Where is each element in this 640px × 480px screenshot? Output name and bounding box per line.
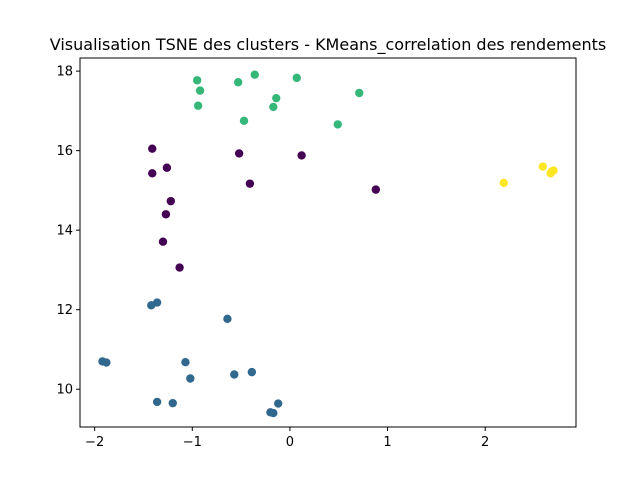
data-point-cluster-1-2 xyxy=(223,314,232,324)
data-point-cluster-2-7 xyxy=(193,101,203,110)
data-point-cluster-2-0 xyxy=(192,76,202,85)
data-point-cluster-0-2 xyxy=(148,169,157,178)
data-point-cluster-0-0 xyxy=(148,144,157,153)
data-point-cluster-1-4 xyxy=(102,358,111,367)
y-tick-label: 10 xyxy=(56,383,73,398)
data-point-cluster-0-7 xyxy=(166,196,175,206)
data-point-cluster-2-10 xyxy=(333,120,342,129)
x-axis: −2 −1 0 1 2 xyxy=(85,427,489,450)
data-point-cluster-0-3 xyxy=(234,149,244,158)
data-point-cluster-1-6 xyxy=(186,374,195,383)
y-axis: 10 12 14 16 18 xyxy=(56,65,80,398)
x-tick-label: 0 xyxy=(286,435,294,450)
data-point-cluster-3-4 xyxy=(546,169,555,178)
data-point-cluster-1-10 xyxy=(168,398,177,408)
chart-title: Visualisation TSNE des clusters - KMeans… xyxy=(50,35,606,55)
data-point-cluster-0-6 xyxy=(371,185,381,194)
plot-frame xyxy=(79,57,577,428)
data-point-cluster-3-1 xyxy=(538,162,547,171)
data-point-cluster-0-8 xyxy=(161,210,171,219)
data-point-cluster-1-5 xyxy=(181,357,190,367)
data-point-cluster-1-1 xyxy=(152,298,162,307)
data-point-cluster-0-10 xyxy=(175,263,184,272)
y-tick-label: 12 xyxy=(56,303,73,318)
data-point-cluster-1-9 xyxy=(152,397,162,407)
x-tick-label: 1 xyxy=(383,435,391,450)
data-point-cluster-0-4 xyxy=(297,151,306,160)
data-point-cluster-1-7 xyxy=(230,370,239,379)
points-layer xyxy=(98,70,558,418)
data-point-cluster-2-5 xyxy=(272,93,281,103)
data-point-cluster-0-9 xyxy=(158,237,168,246)
x-tick-label: −2 xyxy=(85,435,104,450)
data-point-cluster-2-1 xyxy=(195,86,205,95)
data-point-cluster-0-5 xyxy=(245,179,255,188)
y-tick-label: 18 xyxy=(56,65,73,80)
data-point-cluster-0-1 xyxy=(162,163,172,172)
data-point-cluster-2-6 xyxy=(269,102,278,112)
data-point-cluster-2-3 xyxy=(250,70,259,79)
y-tick-label: 16 xyxy=(56,144,73,159)
data-point-cluster-1-8 xyxy=(247,367,257,377)
data-point-cluster-2-4 xyxy=(292,73,301,83)
data-point-cluster-2-8 xyxy=(355,88,364,98)
x-tick-label: −1 xyxy=(183,435,202,450)
y-tick-label: 14 xyxy=(56,224,73,239)
x-tick-label: 2 xyxy=(481,435,489,450)
data-point-cluster-3-0 xyxy=(499,178,508,188)
data-point-cluster-1-11 xyxy=(274,399,283,408)
data-point-cluster-2-2 xyxy=(233,78,243,87)
data-point-cluster-1-13 xyxy=(269,408,278,418)
data-point-cluster-2-9 xyxy=(239,116,249,126)
